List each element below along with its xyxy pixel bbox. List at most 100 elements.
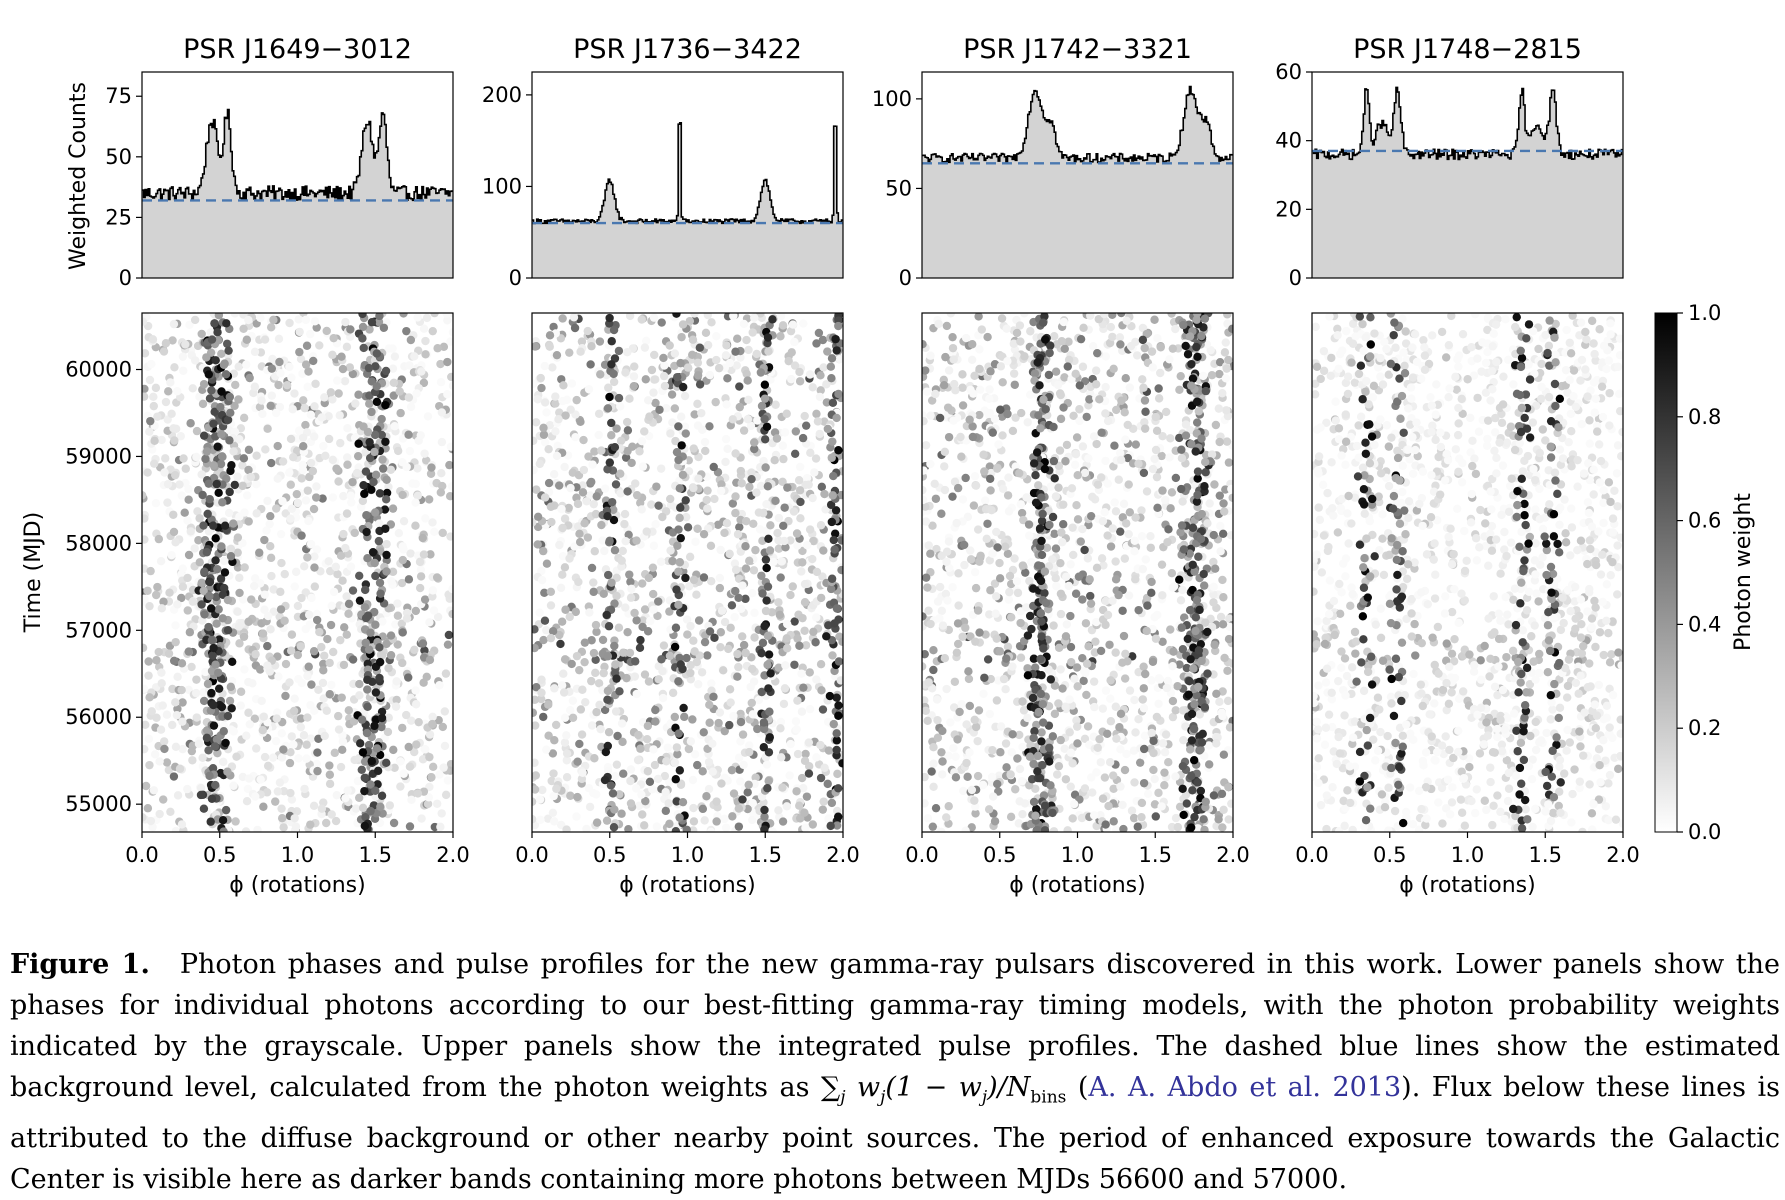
- photon-dot: [299, 466, 307, 474]
- photon-dot: [645, 677, 653, 685]
- profile-fill: [922, 87, 1233, 278]
- photon-dot: [224, 346, 232, 354]
- photon-dot: [442, 791, 450, 799]
- photon-dot: [146, 567, 154, 575]
- photon-dot: [1177, 372, 1185, 380]
- photon-dot: [676, 484, 684, 492]
- photon-dot: [1110, 817, 1118, 825]
- photon-dot: [402, 711, 410, 719]
- photon-dot: [586, 803, 594, 811]
- photon-dot: [700, 573, 708, 581]
- photon-dot: [203, 510, 211, 518]
- photon-dot: [1225, 635, 1233, 643]
- photon-dot: [1153, 713, 1161, 721]
- photon-dot: [209, 644, 217, 652]
- photon-dot: [744, 346, 752, 354]
- photon-dot: [366, 629, 374, 637]
- photon-dot: [1005, 595, 1013, 603]
- photon-dot: [430, 606, 438, 614]
- photon-dot: [642, 375, 650, 383]
- photon-dot: [815, 329, 823, 337]
- photon-dot: [140, 745, 148, 753]
- photon-dot: [529, 466, 537, 474]
- photon-dot: [390, 379, 398, 387]
- photon-dot: [605, 728, 613, 736]
- photon-dot: [607, 579, 615, 587]
- photon-dot: [791, 450, 799, 458]
- photon-dot: [1225, 815, 1233, 823]
- photon-dot: [1139, 384, 1147, 392]
- photon-dot: [1121, 674, 1129, 682]
- photon-dot: [712, 356, 720, 364]
- photon-dot: [303, 383, 311, 391]
- photon-dot: [1117, 710, 1125, 718]
- photon-dot: [220, 584, 228, 592]
- photon-dot: [830, 545, 838, 553]
- photon-dot: [967, 555, 975, 563]
- photon-dot: [217, 542, 225, 550]
- photon-dot: [783, 483, 791, 491]
- photon-dot: [814, 417, 822, 425]
- photon-dot: [1120, 632, 1128, 640]
- photon-dot: [541, 493, 549, 501]
- photon-dot: [421, 595, 429, 603]
- photon-dot: [1220, 654, 1228, 662]
- photon-dot: [737, 718, 745, 726]
- photon-dot: [256, 665, 264, 673]
- profile-ytick-label: 100: [482, 174, 522, 198]
- photon-dot: [693, 400, 701, 408]
- photon-dot: [1157, 343, 1165, 351]
- photon-dot: [941, 448, 949, 456]
- photon-dot: [543, 559, 551, 567]
- photon-dot: [559, 670, 567, 678]
- photon-dot: [1112, 703, 1120, 711]
- photon-dot: [817, 774, 825, 782]
- photon-dot: [1059, 520, 1067, 528]
- photon-dot: [686, 622, 694, 630]
- photon-dot: [573, 793, 581, 801]
- photon-dot: [783, 802, 791, 810]
- photon-dot: [209, 419, 217, 427]
- photon-dot: [833, 346, 841, 354]
- photon-dot: [430, 528, 438, 536]
- photon-dot: [224, 416, 232, 424]
- photon-dot: [192, 453, 200, 461]
- photon-dot: [676, 766, 684, 774]
- profile-ytick-label: 200: [482, 83, 522, 107]
- photon-dot: [1016, 765, 1024, 773]
- photon-dot: [696, 380, 704, 388]
- photon-dot: [191, 544, 199, 552]
- photon-dot: [827, 362, 835, 370]
- photon-dot: [537, 689, 545, 697]
- photon-dot: [334, 477, 342, 485]
- photon-dot: [715, 364, 723, 372]
- photon-dot: [1150, 613, 1158, 621]
- photon-dot: [213, 328, 221, 336]
- photon-dot: [578, 769, 586, 777]
- photon-dot: [550, 470, 558, 478]
- photon-dot: [737, 605, 745, 613]
- photon-dot: [1050, 530, 1058, 538]
- photon-dot: [174, 791, 182, 799]
- photon-dot: [712, 817, 720, 825]
- photon-dot: [600, 590, 608, 598]
- photon-dot: [170, 528, 178, 536]
- photon-dot: [285, 319, 293, 327]
- photon-dot: [655, 675, 663, 683]
- photon-dot: [411, 521, 419, 529]
- photon-dot: [347, 562, 355, 570]
- photon-dot: [550, 736, 558, 744]
- photon-dot: [1073, 722, 1081, 730]
- photon-dot: [735, 523, 743, 531]
- photon-dot: [1147, 676, 1155, 684]
- photon-dot: [979, 690, 987, 698]
- photon-dot: [330, 588, 338, 596]
- photon-dot: [672, 310, 680, 318]
- photon-dot: [152, 499, 160, 507]
- photon-dot: [271, 797, 279, 805]
- photon-dot: [1066, 560, 1074, 568]
- photon-dot: [726, 624, 734, 632]
- photon-dot: [229, 519, 237, 527]
- photon-dot: [1065, 582, 1073, 590]
- photon-dot: [382, 551, 390, 559]
